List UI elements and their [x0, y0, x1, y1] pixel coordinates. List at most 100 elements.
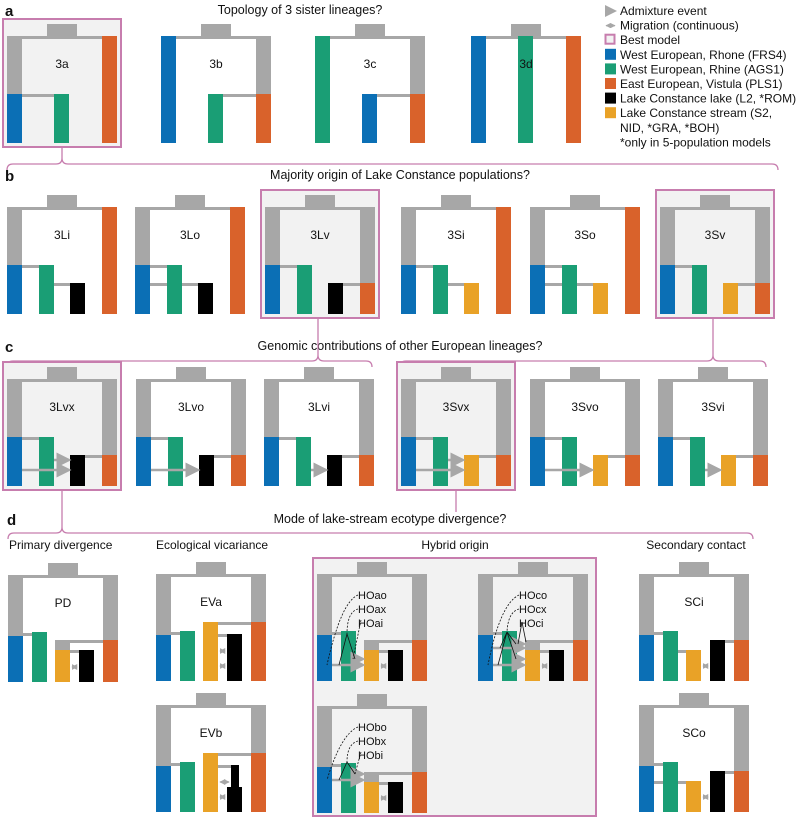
rhone-branch	[7, 437, 22, 486]
branch-connector	[639, 705, 749, 708]
stream-branch	[723, 283, 738, 314]
branch-connector	[658, 379, 768, 382]
rhine-branch	[562, 437, 577, 486]
model-label: SCi	[684, 595, 703, 609]
branch-connector	[608, 455, 625, 458]
branch-connector	[379, 650, 388, 653]
model-tree-3d: 3d	[471, 24, 581, 143]
ancestral-branch	[639, 705, 654, 766]
model-label: 3So	[574, 228, 596, 242]
root-branch	[305, 195, 335, 207]
best-model-box	[260, 189, 380, 319]
lake-branch	[388, 650, 403, 681]
stream-branch	[464, 283, 479, 314]
rhone-branch	[660, 265, 675, 314]
legend-label: West European, Rhine (AGS1)	[620, 62, 784, 76]
pointer-line	[517, 621, 527, 645]
ancestral-branch	[525, 640, 540, 650]
model-tree-SCi: SCi	[639, 562, 749, 681]
model-tree-PD: PD	[8, 563, 118, 682]
branch-connector	[332, 632, 341, 635]
ancestral-branch	[496, 379, 511, 455]
model-tree-HOc: HOco HOcx HOci	[478, 562, 588, 681]
model-tree-HOb: HObo HObx HObi	[317, 694, 427, 813]
rhine-branch	[180, 762, 195, 812]
root-branch	[355, 24, 385, 36]
model-label: HObi	[358, 750, 383, 762]
rhine-branch	[297, 265, 312, 314]
color-swatch-icon	[605, 48, 616, 60]
section-title-c: Genomic contributions of other European …	[258, 339, 543, 353]
rhine-branch	[39, 437, 54, 486]
ancestral-branch	[412, 706, 427, 772]
stream-branch	[593, 455, 608, 486]
rhone-branch	[135, 265, 150, 314]
model-tree-3Svi: 3Svi	[658, 367, 768, 486]
branch-connector	[478, 574, 588, 577]
vistula-branch	[230, 207, 245, 314]
root-branch	[570, 195, 600, 207]
model-tree-3Lvi: 3Lvi	[264, 367, 374, 486]
model-label: 3d	[519, 57, 532, 71]
ancestral-branch	[753, 379, 768, 455]
rhine-branch	[663, 631, 678, 681]
lake-branch	[198, 283, 213, 314]
model-tree-3Lv: 3Lv	[265, 195, 375, 314]
branch-connector	[265, 207, 375, 210]
model-tree-3Lo: 3Lo	[135, 195, 245, 314]
stream-branch	[686, 650, 701, 681]
branch-connector	[654, 632, 663, 635]
branch-connector	[738, 283, 755, 286]
root-branch	[441, 367, 471, 379]
ancestral-branch	[231, 379, 246, 455]
branch-connector	[151, 437, 168, 440]
root-branch	[357, 694, 387, 706]
vistula-branch	[734, 771, 749, 812]
ancestral-branch	[256, 36, 271, 94]
branch-connector	[364, 640, 412, 643]
rhone-branch	[471, 36, 486, 143]
branch-connector	[416, 265, 433, 268]
bracket-b	[6, 157, 779, 171]
ancestral-branch	[360, 207, 375, 283]
rhone-branch	[639, 635, 654, 681]
model-tree-3Svo: 3Svo	[530, 367, 640, 486]
root-branch	[679, 562, 709, 574]
legend-label: Admixture event	[620, 4, 707, 18]
rhone-branch	[658, 437, 673, 486]
rhine-branch	[315, 36, 330, 143]
ancestral-branch	[364, 640, 379, 650]
model-tree-3Lvx: 3Lvx	[7, 367, 117, 486]
rhone-branch	[317, 767, 332, 813]
vistula-branch	[753, 455, 768, 486]
model-label: HObo	[358, 722, 387, 734]
rhone-branch	[317, 635, 332, 681]
branch-connector	[654, 763, 663, 766]
rhone-branch	[530, 437, 545, 486]
ancestral-branch	[8, 575, 23, 636]
legend-label: *only in 5-population models	[620, 135, 771, 149]
root-branch	[511, 24, 541, 36]
rhine-branch	[208, 94, 223, 143]
ancestral-branch	[265, 207, 280, 265]
color-swatch-icon	[605, 92, 616, 104]
branch-connector	[156, 574, 266, 577]
legend-label: Best model	[620, 33, 680, 47]
vistula-branch	[359, 455, 374, 486]
rhone-branch	[265, 265, 280, 314]
model-label: SCo	[682, 726, 706, 740]
vistula-branch	[625, 207, 640, 314]
rhone-branch	[8, 636, 23, 682]
best-model-box	[655, 189, 775, 319]
best-model-box-icon	[604, 33, 616, 45]
stream-branch	[721, 455, 736, 486]
dashed-pointer	[346, 608, 359, 635]
ancestral-branch	[658, 379, 673, 437]
branch-connector	[7, 207, 117, 210]
model-label: 3Lvi	[308, 400, 330, 414]
branch-connector	[315, 36, 425, 39]
ancestral-branch	[530, 379, 545, 437]
branch-connector	[8, 575, 118, 578]
model-tree-HOa: HOao HOax HOai	[317, 562, 427, 681]
